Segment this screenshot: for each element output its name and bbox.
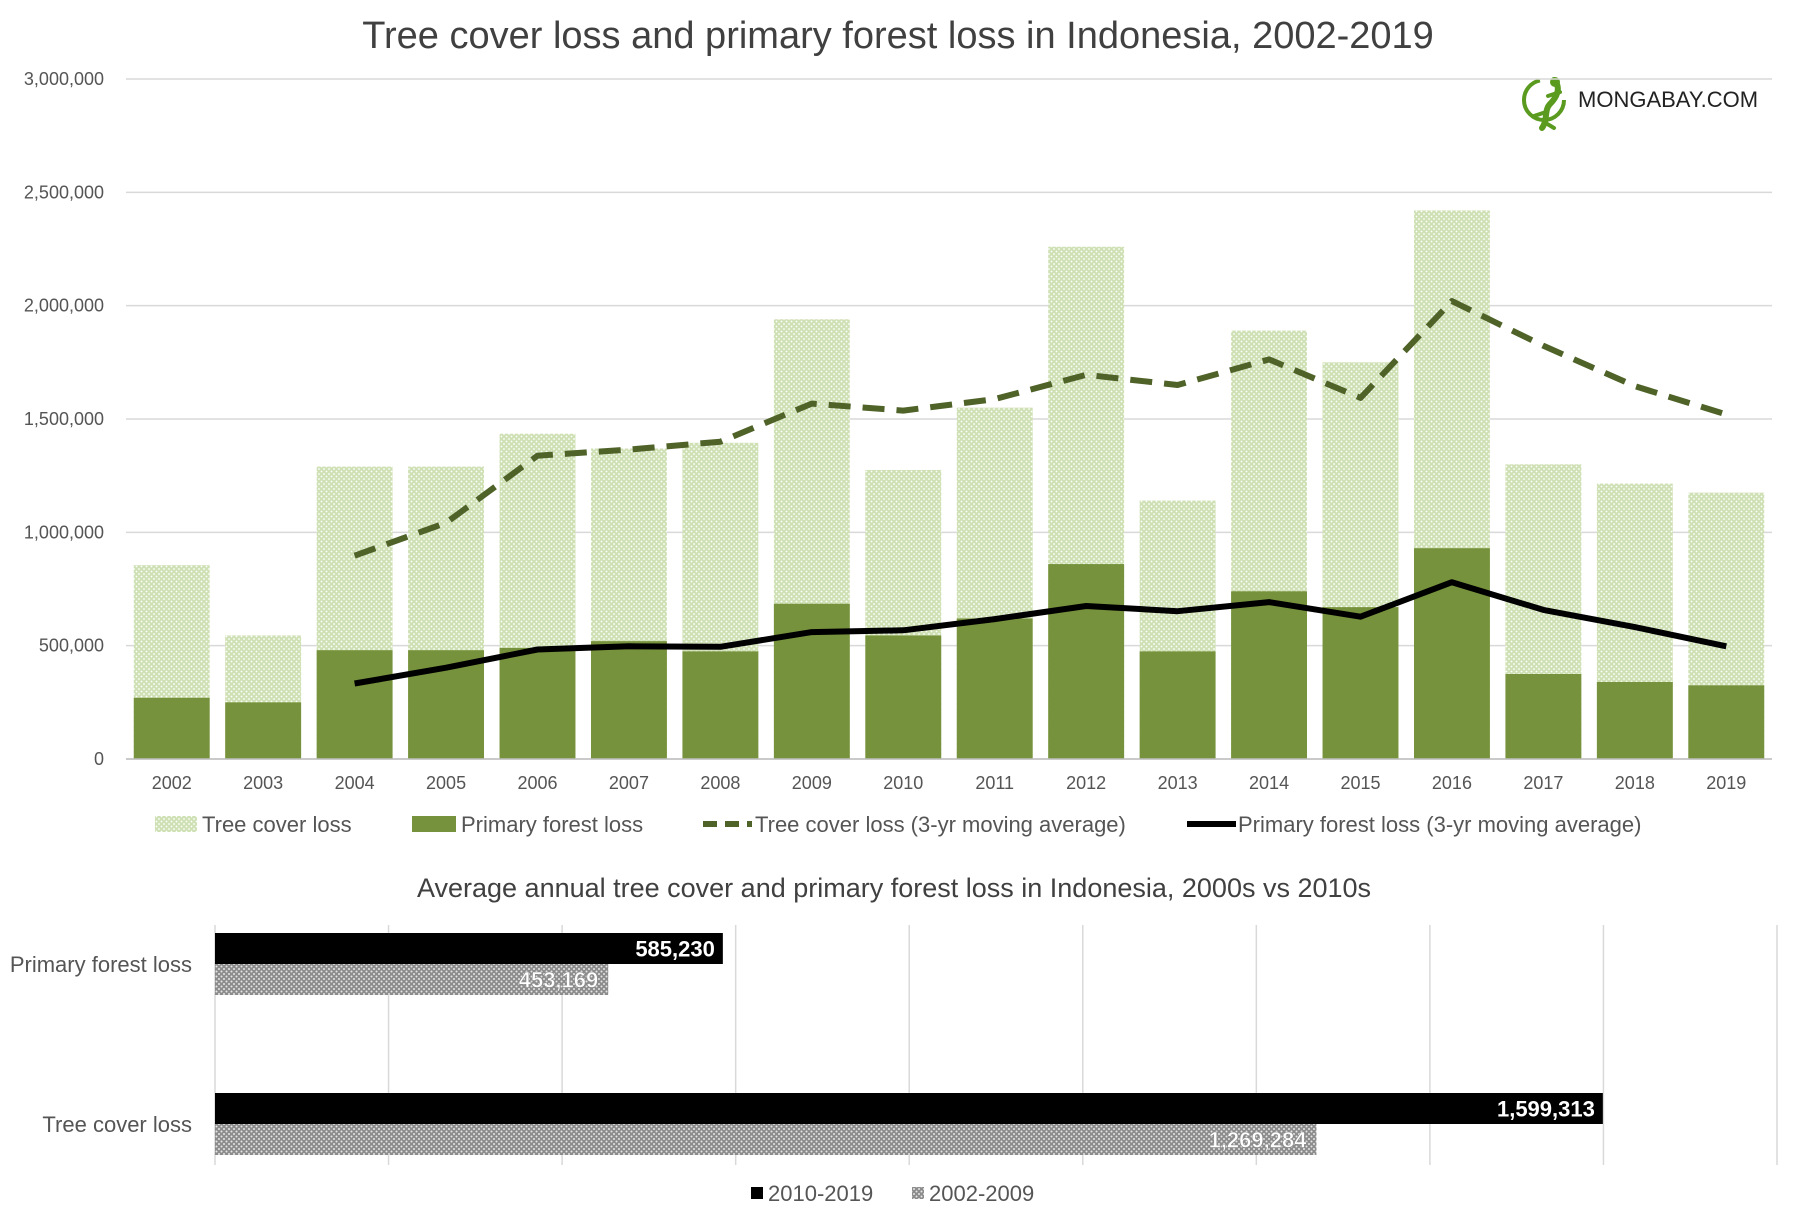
primary-forest-loss-bar: [1048, 564, 1125, 759]
primary-forest-loss-bar: [1231, 591, 1308, 759]
primary-forest-loss-bar: [1322, 607, 1399, 759]
bar-2010-2019: [215, 1093, 1603, 1124]
legend-swatch-tree-cover-loss: [155, 816, 197, 832]
x-tick-label: 2013: [1158, 773, 1198, 793]
bottom-chart-legend: 2010-2019 2002-2009: [751, 1181, 1034, 1206]
primary-forest-loss-bar: [865, 635, 942, 759]
legend-swatch-primary-forest-loss: [412, 816, 456, 832]
legend-label-2002-2009: 2002-2009: [929, 1181, 1034, 1206]
top-chart-x-axis: 2002 2003 2004 2005 2006 2007 2008 2009 2010 2011…: [126, 758, 1772, 793]
x-tick-label: 2019: [1706, 773, 1746, 793]
x-tick-label: 2014: [1249, 773, 1289, 793]
primary-forest-loss-bar: [1139, 651, 1216, 759]
x-tick-label: 2005: [426, 773, 466, 793]
top-chart-legend: Tree cover loss Primary forest loss Tree c…: [155, 812, 1641, 837]
x-tick-label: 2004: [335, 773, 375, 793]
x-tick-label: 2006: [517, 773, 557, 793]
y-tick-label: 3,000,000: [24, 69, 104, 89]
primary-forest-loss-bar: [225, 702, 302, 759]
y-tick-label: 500,000: [39, 636, 104, 656]
primary-forest-loss-bar: [316, 650, 393, 759]
brand-name: MONGABAY.COM: [1578, 87, 1758, 112]
data-label-2010-2019: 585,230: [635, 937, 715, 962]
primary-forest-loss-bar: [590, 641, 667, 759]
y-tick-label: 2,000,000: [24, 296, 104, 316]
primary-forest-loss-bar: [499, 647, 576, 759]
brand-logo: MONGABAY.COM: [1522, 77, 1758, 131]
bottom-chart-title: Average annual tree cover and primary fo…: [417, 873, 1371, 903]
legend-label-tree-cover-loss: Tree cover loss: [202, 812, 352, 837]
legend-label-primary-forest-loss: Primary forest loss: [461, 812, 643, 837]
x-tick-label: 2015: [1340, 773, 1380, 793]
legend-label-primary-forest-ma: Primary forest loss (3-yr moving average…: [1238, 812, 1641, 837]
primary-forest-loss-moving-average-line: [354, 579, 1727, 687]
primary-forest-loss-bar: [773, 603, 850, 759]
top-chart-lines: [353, 298, 1728, 687]
x-tick-label: 2003: [243, 773, 283, 793]
bar-2010-2019: [215, 933, 723, 964]
legend-swatch-2010-2019: [751, 1187, 763, 1199]
y-tick-label: 2,500,000: [24, 182, 104, 202]
top-chart-bars: [133, 210, 1765, 759]
primary-forest-loss-bar: [956, 618, 1033, 759]
primary-forest-loss-bar: [133, 697, 210, 759]
data-label-2002-2009: 453,169: [519, 968, 599, 993]
x-tick-label: 2012: [1066, 773, 1106, 793]
x-tick-label: 2011: [975, 773, 1014, 793]
legend-label-2010-2019: 2010-2019: [768, 1181, 873, 1206]
x-tick-label: 2007: [609, 773, 649, 793]
y-tick-label: 1,500,000: [24, 409, 104, 429]
data-label-2010-2019: 1,599,313: [1497, 1097, 1595, 1122]
category-label: Tree cover loss: [42, 1112, 192, 1137]
legend-swatch-2002-2009: [912, 1187, 924, 1199]
bar-2002-2009: [215, 1124, 1317, 1155]
x-tick-label: 2009: [792, 773, 832, 793]
x-tick-label: 2008: [700, 773, 740, 793]
category-label: Primary forest loss: [10, 952, 192, 977]
bottom-chart-data-labels: 585,230 453,169 1,599,313 1,269,284: [518, 937, 1595, 1153]
bottom-chart-bars: [215, 933, 1603, 1155]
x-tick-label: 2016: [1432, 773, 1472, 793]
x-tick-label: 2018: [1615, 773, 1655, 793]
data-label-2002-2009: 1,269,284: [1209, 1128, 1308, 1153]
bottom-chart-category-axis: Primary forest loss Tree cover loss: [10, 952, 192, 1137]
y-tick-label: 1,000,000: [24, 522, 104, 542]
top-chart-y-axis: 0 500,000 1,000,000 1,500,000 2,000,000 2,500…: [24, 69, 104, 769]
primary-forest-loss-bar: [682, 651, 759, 759]
gecko-icon: [1522, 77, 1566, 131]
primary-forest-loss-bar: [1505, 674, 1582, 759]
primary-forest-loss-bar: [1596, 681, 1673, 759]
bar-2002-2009: [215, 964, 609, 995]
primary-forest-loss-bar: [1688, 685, 1765, 759]
tree-cover-loss-moving-average-line: [353, 298, 1728, 559]
main-chart-title: Tree cover loss and primary forest loss …: [362, 15, 1434, 57]
y-tick-label: 0: [94, 749, 104, 769]
x-tick-label: 2002: [152, 773, 192, 793]
x-tick-label: 2017: [1523, 773, 1563, 793]
legend-label-tree-cover-ma: Tree cover loss (3-yr moving average): [755, 812, 1126, 837]
x-tick-label: 2010: [883, 773, 923, 793]
